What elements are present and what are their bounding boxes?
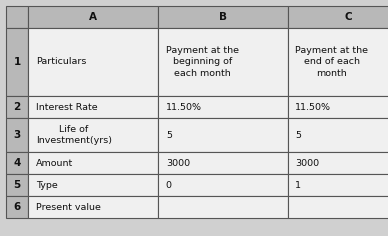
Bar	[288, 6, 388, 28]
Bar	[28, 174, 158, 196]
Bar	[28, 118, 158, 152]
Text: 3: 3	[13, 130, 21, 140]
Text: 1: 1	[13, 57, 21, 67]
Text: 3000: 3000	[166, 159, 190, 168]
Text: 5: 5	[13, 180, 21, 190]
Bar	[6, 196, 28, 218]
Bar	[158, 6, 288, 28]
Text: 6: 6	[13, 202, 21, 212]
Text: 5: 5	[166, 131, 172, 139]
Bar	[288, 174, 388, 196]
Bar	[6, 28, 28, 96]
Text: 1: 1	[295, 181, 301, 190]
Bar	[28, 28, 158, 96]
Bar	[28, 6, 158, 28]
Text: Type: Type	[36, 181, 57, 190]
Bar	[288, 196, 388, 218]
Text: Present value: Present value	[36, 202, 100, 211]
Bar	[28, 152, 158, 174]
Text: Payment at the
end of each
month: Payment at the end of each month	[295, 46, 368, 78]
Bar	[158, 174, 288, 196]
Bar	[288, 118, 388, 152]
Bar	[6, 174, 28, 196]
Bar	[6, 152, 28, 174]
Text: Amount: Amount	[36, 159, 73, 168]
Text: Interest Rate: Interest Rate	[36, 102, 97, 111]
Bar	[288, 96, 388, 118]
Text: Payment at the
beginning of
each month: Payment at the beginning of each month	[166, 46, 239, 78]
Text: 5: 5	[295, 131, 301, 139]
Text: 0: 0	[166, 181, 172, 190]
Text: Particulars: Particulars	[36, 58, 86, 67]
Bar	[158, 152, 288, 174]
Text: B: B	[219, 12, 227, 22]
Text: 3000: 3000	[295, 159, 319, 168]
Bar	[6, 6, 28, 28]
Bar	[158, 118, 288, 152]
Bar	[28, 196, 158, 218]
Text: 2: 2	[13, 102, 21, 112]
Text: A: A	[89, 12, 97, 22]
Bar	[28, 96, 158, 118]
Bar	[288, 152, 388, 174]
Bar	[288, 28, 388, 96]
Bar	[6, 96, 28, 118]
Text: 4: 4	[13, 158, 21, 168]
Bar	[158, 196, 288, 218]
Text: C: C	[344, 12, 352, 22]
Text: 11.50%: 11.50%	[295, 102, 331, 111]
Text: Life of
Investment(yrs): Life of Investment(yrs)	[36, 125, 112, 145]
Text: 11.50%: 11.50%	[166, 102, 202, 111]
Bar	[158, 28, 288, 96]
Bar	[158, 96, 288, 118]
Bar	[6, 118, 28, 152]
